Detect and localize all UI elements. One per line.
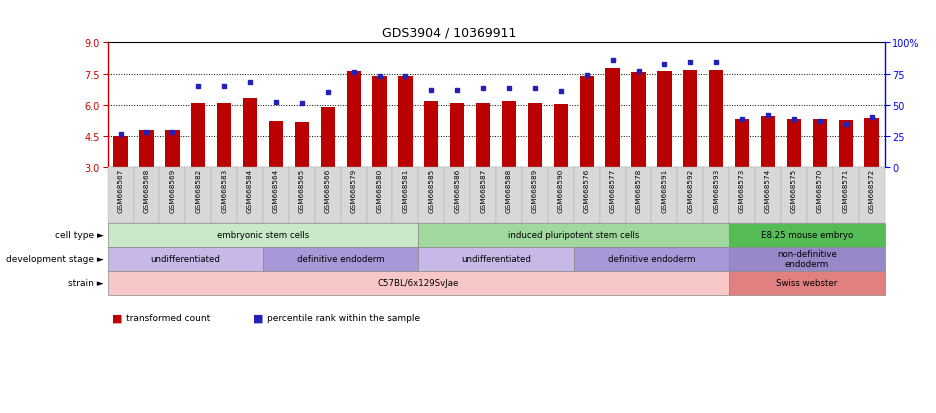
Text: GSM668576: GSM668576 [584,169,590,213]
Bar [606,69,620,167]
Text: GSM668572: GSM668572 [869,169,874,213]
Text: GSM668574: GSM668574 [765,169,771,213]
Bar [787,120,801,167]
Text: GSM668580: GSM668580 [376,169,383,213]
Text: E8.25 mouse embryo: E8.25 mouse embryo [761,230,853,240]
Bar [865,119,879,167]
Text: GSM668587: GSM668587 [480,169,486,213]
Bar [839,121,853,167]
Text: non-definitive
endoderm: non-definitive endoderm [777,249,837,268]
Text: GSM668584: GSM668584 [247,169,253,213]
Text: GSM668577: GSM668577 [609,169,616,213]
Text: GSM668564: GSM668564 [273,169,279,213]
Text: GSM668589: GSM668589 [532,169,538,213]
Bar [243,99,257,167]
Text: development stage ►: development stage ► [7,254,104,263]
Text: induced pluripotent stem cells: induced pluripotent stem cells [508,230,639,240]
Text: GSM668586: GSM668586 [454,169,461,213]
Text: embryonic stem cells: embryonic stem cells [217,230,309,240]
Text: C57BL/6x129SvJae: C57BL/6x129SvJae [378,278,459,287]
Text: ■: ■ [112,313,123,323]
Text: GSM668583: GSM668583 [221,169,227,213]
Text: GSM668571: GSM668571 [842,169,849,213]
Bar [399,76,413,167]
Text: GSM668591: GSM668591 [662,169,667,213]
Bar [295,123,309,167]
Text: Swiss webster: Swiss webster [776,278,838,287]
Text: undifferentiated: undifferentiated [151,254,220,263]
Text: GSM668592: GSM668592 [687,169,694,213]
Bar [709,71,724,167]
Bar [321,107,335,167]
Bar [761,116,775,167]
Text: GSM668575: GSM668575 [791,169,797,213]
Text: GSM668568: GSM668568 [143,169,150,213]
Text: GSM668565: GSM668565 [299,169,305,213]
Text: strain ►: strain ► [68,278,104,287]
Bar [166,131,180,167]
Text: undifferentiated: undifferentiated [461,254,531,263]
Bar [579,76,593,167]
Text: GSM668567: GSM668567 [118,169,124,213]
Text: transformed count: transformed count [126,313,211,322]
Text: GSM668569: GSM668569 [169,169,175,213]
Bar [502,102,516,167]
Bar [217,103,231,167]
Bar [424,102,438,167]
Bar [450,103,464,167]
Text: GSM668578: GSM668578 [636,169,641,213]
Text: definitive endoderm: definitive endoderm [297,254,385,263]
Bar [554,104,568,167]
Bar [269,122,283,167]
Text: GSM668588: GSM668588 [506,169,512,213]
Bar [812,120,826,167]
Bar [735,120,749,167]
Text: definitive endoderm: definitive endoderm [607,254,695,263]
Text: GSM668566: GSM668566 [325,169,330,213]
Text: GSM668570: GSM668570 [817,169,823,213]
Text: GSM668581: GSM668581 [402,169,408,213]
Text: cell type ►: cell type ► [55,230,104,240]
Text: GSM668590: GSM668590 [558,169,563,213]
Bar [528,103,542,167]
Text: percentile rank within the sample: percentile rank within the sample [267,313,420,322]
Text: GSM668573: GSM668573 [739,169,745,213]
Bar [113,136,127,167]
Bar [191,103,205,167]
Text: GSM668593: GSM668593 [713,169,719,213]
Bar [346,72,360,167]
Bar [683,71,697,167]
Bar [139,131,154,167]
Text: GDS3904 / 10369911: GDS3904 / 10369911 [382,26,517,39]
Text: GSM668579: GSM668579 [351,169,357,213]
Bar [632,73,646,167]
Text: ■: ■ [253,313,263,323]
Bar [657,72,671,167]
Text: GSM668585: GSM668585 [429,169,434,213]
Bar [476,103,490,167]
Text: GSM668582: GSM668582 [196,169,201,213]
Bar [373,76,387,167]
